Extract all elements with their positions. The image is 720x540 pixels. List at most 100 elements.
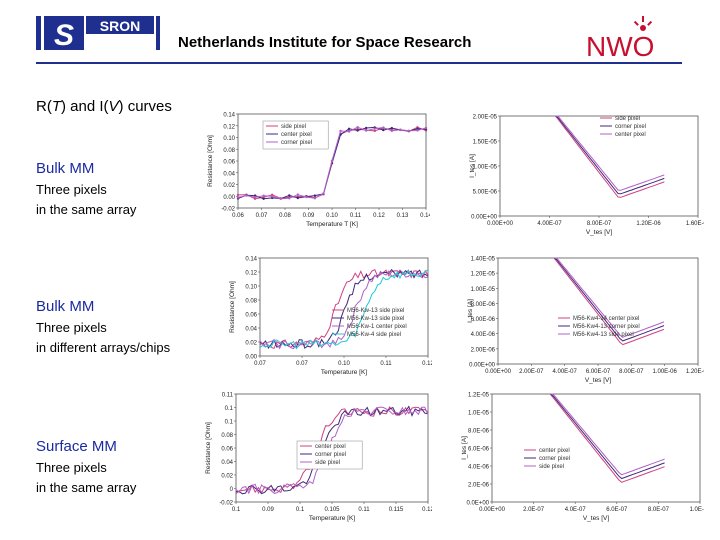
data-point xyxy=(313,194,317,197)
legend-label: M56-Kw-13 side pixel xyxy=(347,316,404,322)
data-point xyxy=(305,195,308,199)
y-tick-label: 6.00E-06 xyxy=(471,317,496,323)
data-point xyxy=(279,197,282,200)
series-line-3 xyxy=(550,393,665,476)
series-line-3 xyxy=(235,406,429,495)
y-tick-label: 0.04 xyxy=(223,171,235,177)
x-axis-label: Temperature T [K] xyxy=(306,221,358,228)
x-tick-label: 2.00E-07 xyxy=(519,369,544,375)
y-tick-label: -0.02 xyxy=(219,501,233,507)
legend-label: corner pixel xyxy=(315,452,346,458)
y-tick-label: 0.0E+00 xyxy=(466,501,489,507)
x-tick-label: 0.1 xyxy=(232,507,241,513)
x-tick-label: 0.1 xyxy=(296,507,305,513)
y-tick-label: 0.00E+00 xyxy=(469,363,496,369)
y-axis-label: Resistance [Ohm] xyxy=(207,135,214,187)
data-point xyxy=(424,126,428,130)
block2-title: Bulk MM xyxy=(36,298,95,315)
y-tick-label: 6.0E-06 xyxy=(468,447,490,453)
x-tick-label: 6.00E-07 xyxy=(586,369,611,375)
series-line-3 xyxy=(553,257,665,338)
header-divider xyxy=(36,62,682,64)
y-tick-label: 1.50E-05 xyxy=(473,140,498,146)
svg-text:S: S xyxy=(54,19,74,52)
x-tick-label: 0.10 xyxy=(326,213,338,219)
legend-label: side pixel xyxy=(539,464,564,470)
x-tick-label: 0.07 xyxy=(256,213,268,219)
y-axis-label: I_tes [A] xyxy=(461,436,468,460)
plot-frame xyxy=(259,257,429,357)
y-tick-label: 8.0E-06 xyxy=(468,429,490,435)
x-tick-label: 0.11 xyxy=(358,507,370,513)
y-tick-label: 1.00E-05 xyxy=(471,287,496,293)
y-axis-label: I_tes [A] xyxy=(467,299,474,323)
block2-desc-line2: in different arrays/chips xyxy=(36,340,171,355)
legend-label: corner pixel xyxy=(539,456,570,462)
x-tick-label: 0.09 xyxy=(262,507,274,513)
x-axis-label: V_tes [V] xyxy=(585,377,612,384)
y-tick-label: 0.02 xyxy=(221,474,233,480)
x-tick-label: 0.07 xyxy=(296,361,308,367)
y-tick-label: 2.00E-06 xyxy=(471,347,496,353)
legend-label: M56-Kw4-14 center pixel xyxy=(573,316,639,322)
data-point xyxy=(390,126,394,130)
y-tick-label: 0.06 xyxy=(245,313,257,319)
x-tick-label: 0.10 xyxy=(338,361,350,367)
y-tick-label: 0.08 xyxy=(223,148,235,154)
data-point xyxy=(356,129,359,132)
y-tick-label: 1.40E-05 xyxy=(471,257,496,263)
y-tick-label: 0.14 xyxy=(245,257,257,263)
section-title: R(T) and I(V) curves xyxy=(36,98,172,115)
x-tick-label: 0.11 xyxy=(380,361,392,367)
legend-label: center pixel xyxy=(615,132,646,138)
y-tick-label: 0.06 xyxy=(221,447,233,453)
series-line-2 xyxy=(236,405,429,495)
series-line-1 xyxy=(553,257,665,346)
x-axis-label: Temperature [K] xyxy=(309,515,355,522)
chart-rt-surface-same-array: 0.110.10.10.080.060.040.020-0.020.1 0.09 0… xyxy=(192,386,432,526)
x-axis-label: V_tes [V] xyxy=(583,515,610,522)
data-point xyxy=(262,197,265,200)
y-tick-label: 0.12 xyxy=(245,271,257,277)
y-tick-label: 5.00E-06 xyxy=(473,190,498,196)
y-tick-label: 0.08 xyxy=(245,299,257,305)
legend-label: M56-Kw4-13 side pixel xyxy=(573,332,634,338)
x-tick-label: 0.00E+00 xyxy=(479,507,506,513)
x-axis-label: Temperature [K] xyxy=(321,369,367,376)
x-tick-label: 1.0E-06 xyxy=(689,507,704,513)
y-tick-label: 1.0E-05 xyxy=(468,411,490,417)
y-tick-label: 8.00E-06 xyxy=(471,302,496,308)
legend-label: M56-Kw4-13 corner pixel xyxy=(573,324,640,330)
x-tick-label: 0.12 xyxy=(373,213,385,219)
data-point xyxy=(322,192,325,195)
data-point xyxy=(236,193,240,197)
data-point xyxy=(407,129,411,133)
data-point xyxy=(390,129,394,133)
y-tick-label: 0.04 xyxy=(245,327,257,333)
x-tick-label: 0.08 xyxy=(279,213,291,219)
x-tick-label: 0.13 xyxy=(397,213,409,219)
y-tick-label: 0.02 xyxy=(245,341,257,347)
x-tick-label: 0.09 xyxy=(303,213,315,219)
data-point xyxy=(364,129,368,132)
legend-label: M56-Kw-1 center pixel xyxy=(347,324,407,330)
data-point xyxy=(296,193,300,196)
data-point xyxy=(253,196,257,199)
y-axis-label: I_tes [A] xyxy=(469,154,476,178)
x-tick-label: 0.12 xyxy=(422,361,432,367)
block1-desc-line1: Three pixels xyxy=(36,182,107,197)
x-tick-label: 1.60E-06 xyxy=(686,221,704,227)
data-point xyxy=(313,197,317,200)
series-line-2 xyxy=(555,115,665,195)
y-tick-label: 0.00 xyxy=(223,195,235,201)
nwo-sun-icon xyxy=(633,16,653,31)
x-tick-label: 8.00E-07 xyxy=(587,221,612,227)
x-tick-label: 4.0E-07 xyxy=(565,507,587,513)
x-tick-label: 4.00E-07 xyxy=(552,369,577,375)
y-tick-label: 0 xyxy=(230,487,234,493)
data-point xyxy=(347,130,351,133)
block3-desc-line2: in the same array xyxy=(36,480,137,495)
series-line-2 xyxy=(259,268,429,349)
data-point xyxy=(262,194,265,197)
x-tick-label: 0.14 xyxy=(420,213,430,219)
